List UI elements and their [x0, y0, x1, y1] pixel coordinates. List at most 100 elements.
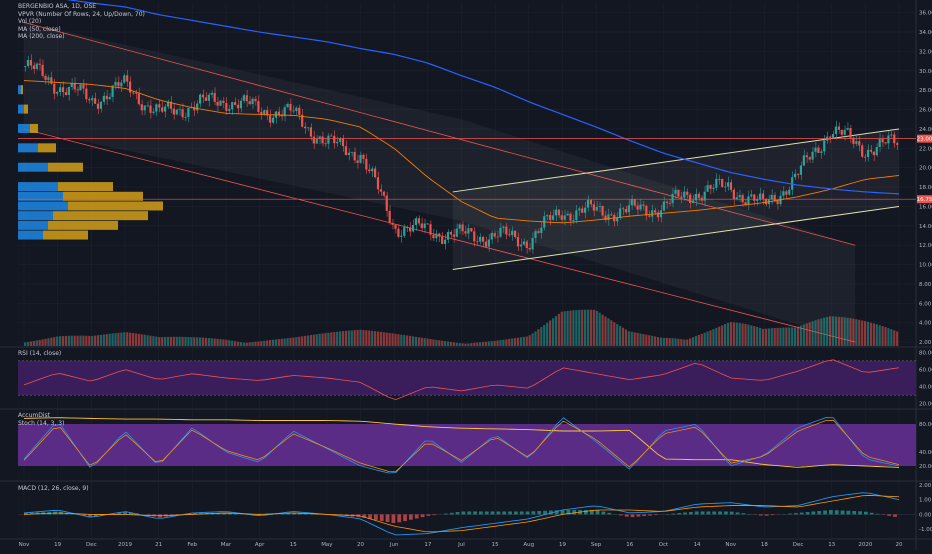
candle-body [152, 112, 154, 113]
volume-bar [231, 341, 233, 346]
volume-bar [173, 337, 175, 346]
candle-body [394, 225, 396, 229]
volume-bar [820, 318, 822, 346]
candle-body [488, 240, 490, 247]
macd-histogram-bar [829, 510, 833, 514]
vpvr-up-bar [18, 143, 38, 152]
volume-bar [362, 330, 364, 346]
candle-body [765, 199, 767, 204]
vpvr-down-bar [53, 211, 148, 220]
volume-bar [330, 332, 332, 346]
candle-body [342, 138, 344, 146]
volume-bar [677, 339, 679, 346]
volume-bar [622, 328, 624, 346]
candle-body [844, 130, 846, 135]
macd-histogram-bar [712, 511, 716, 514]
macd-histogram-bar [467, 511, 471, 514]
macd-histogram-bar [415, 514, 419, 518]
volume-bar [721, 325, 723, 346]
macd-histogram-bar [444, 514, 448, 515]
legend-vol[interactable]: Vol (20) [18, 18, 145, 26]
candle-body [809, 157, 811, 159]
volume-bar [324, 333, 326, 346]
candle-body [225, 103, 227, 111]
volume-bar [835, 317, 837, 346]
volume-bar [275, 339, 277, 346]
volume-bar [82, 336, 84, 346]
volume-bar [377, 332, 379, 346]
volume-bar [234, 341, 236, 346]
volume-bar [870, 323, 872, 346]
volume-bar [272, 340, 274, 346]
candle-body [567, 214, 569, 216]
candle-body [590, 200, 592, 204]
x-tick-label: Apr [255, 542, 265, 548]
candle-body [800, 165, 802, 174]
candle-body [497, 237, 499, 238]
macd-histogram-bar [800, 513, 804, 515]
stoch-legend: AccumDist Stoch (14, 3, 3) [18, 412, 64, 427]
candle-body [240, 101, 242, 109]
volume-bar [269, 340, 271, 346]
legend-ma50[interactable]: MA (50, close) [18, 26, 145, 34]
candle-body [427, 224, 429, 225]
vpvr-up-bar [18, 201, 68, 210]
legend-vpvr[interactable]: VPVR (Number Of Rows, 24, Up/Down, 70) [18, 11, 145, 19]
volume-bar [893, 330, 895, 346]
macd-histogram-bar [771, 514, 775, 515]
macd-title[interactable]: MACD (12, 26, close, 9) [18, 485, 89, 493]
candle-body [202, 95, 204, 98]
main-y-tick-label: 14.00 [919, 224, 932, 230]
candle-body [158, 104, 160, 107]
volume-bar [301, 336, 303, 346]
volume-bar [546, 323, 548, 346]
candle-body [42, 65, 44, 76]
candle-body [879, 139, 881, 147]
candle-body [374, 169, 376, 178]
candle-body [421, 223, 423, 228]
volume-bar [284, 338, 286, 346]
volume-bar [657, 337, 659, 346]
candle-body [33, 65, 35, 69]
macd-histogram-bar [409, 514, 413, 519]
macd-histogram-bar [432, 514, 436, 515]
candle-body [59, 87, 61, 92]
stoch-y-tick-label: 80.00 [919, 422, 932, 428]
accumdist-title[interactable]: AccumDist [18, 412, 64, 420]
volume-bar [415, 337, 417, 346]
candle-body [742, 195, 744, 202]
volume-bar [409, 336, 411, 346]
volume-bar [33, 341, 35, 346]
volume-bar [47, 338, 49, 346]
candle-body [222, 101, 224, 103]
macd-histogram-bar [386, 514, 390, 522]
macd-histogram-bar [572, 510, 576, 514]
candle-body [546, 215, 548, 216]
macd-histogram-bar [864, 512, 868, 515]
candle-body [117, 82, 119, 86]
x-tick-label: 20 [896, 542, 903, 548]
candle-body [572, 220, 574, 221]
volume-bar [774, 328, 776, 346]
rsi-title[interactable]: RSI (14, close) [18, 350, 61, 358]
candle-body [406, 227, 408, 228]
vpvr-up-bar [18, 124, 30, 133]
volume-bar [158, 337, 160, 346]
volume-bar [88, 336, 90, 346]
volume-bar [44, 339, 46, 346]
candle-body [269, 115, 271, 122]
volume-bar [674, 338, 676, 346]
volume-bar [85, 336, 87, 346]
candle-body [637, 206, 639, 210]
volume-bar [867, 322, 869, 346]
volume-bar [400, 335, 402, 346]
volume-bar [555, 316, 557, 346]
volume-bar [179, 337, 181, 346]
candle-body [74, 83, 76, 89]
macd-histogram-bar [403, 514, 407, 521]
candle-body [555, 210, 557, 216]
stoch-title[interactable]: Stoch (14, 3, 3) [18, 420, 64, 428]
legend-ma200[interactable]: MA (200, close) [18, 33, 145, 41]
candle-body [295, 108, 297, 111]
